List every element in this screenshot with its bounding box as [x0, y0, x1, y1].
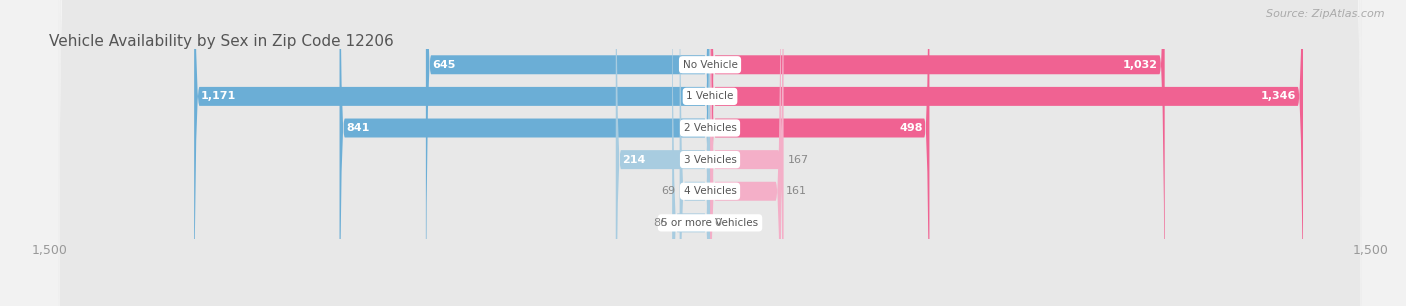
- Text: 2 Vehicles: 2 Vehicles: [683, 123, 737, 133]
- FancyBboxPatch shape: [59, 0, 1361, 306]
- FancyBboxPatch shape: [59, 0, 1361, 306]
- Text: 1,032: 1,032: [1123, 60, 1159, 70]
- FancyBboxPatch shape: [710, 0, 783, 306]
- FancyBboxPatch shape: [710, 0, 1303, 306]
- Text: 161: 161: [786, 186, 807, 196]
- FancyBboxPatch shape: [616, 0, 710, 306]
- Text: 1 Vehicle: 1 Vehicle: [686, 91, 734, 101]
- FancyBboxPatch shape: [59, 0, 1361, 306]
- Text: 1,171: 1,171: [201, 91, 236, 101]
- FancyBboxPatch shape: [59, 0, 1361, 306]
- FancyBboxPatch shape: [59, 0, 1361, 306]
- Text: No Vehicle: No Vehicle: [682, 60, 738, 70]
- Text: 69: 69: [661, 186, 675, 196]
- Text: 841: 841: [346, 123, 370, 133]
- Text: 5 or more Vehicles: 5 or more Vehicles: [661, 218, 759, 228]
- FancyBboxPatch shape: [672, 0, 710, 306]
- Text: 645: 645: [433, 60, 456, 70]
- FancyBboxPatch shape: [679, 0, 710, 306]
- FancyBboxPatch shape: [710, 0, 1164, 306]
- Text: 214: 214: [623, 155, 645, 165]
- FancyBboxPatch shape: [339, 0, 710, 306]
- FancyBboxPatch shape: [710, 0, 929, 306]
- Text: 4 Vehicles: 4 Vehicles: [683, 186, 737, 196]
- Text: 3 Vehicles: 3 Vehicles: [683, 155, 737, 165]
- FancyBboxPatch shape: [194, 0, 710, 306]
- Text: Vehicle Availability by Sex in Zip Code 12206: Vehicle Availability by Sex in Zip Code …: [49, 34, 394, 49]
- Text: Source: ZipAtlas.com: Source: ZipAtlas.com: [1267, 9, 1385, 19]
- FancyBboxPatch shape: [59, 0, 1361, 306]
- Text: 498: 498: [900, 123, 922, 133]
- Text: 167: 167: [787, 155, 808, 165]
- Text: 86: 86: [654, 218, 668, 228]
- FancyBboxPatch shape: [426, 0, 710, 306]
- FancyBboxPatch shape: [710, 0, 780, 306]
- Text: 0: 0: [714, 218, 721, 228]
- Text: 1,346: 1,346: [1261, 91, 1296, 101]
